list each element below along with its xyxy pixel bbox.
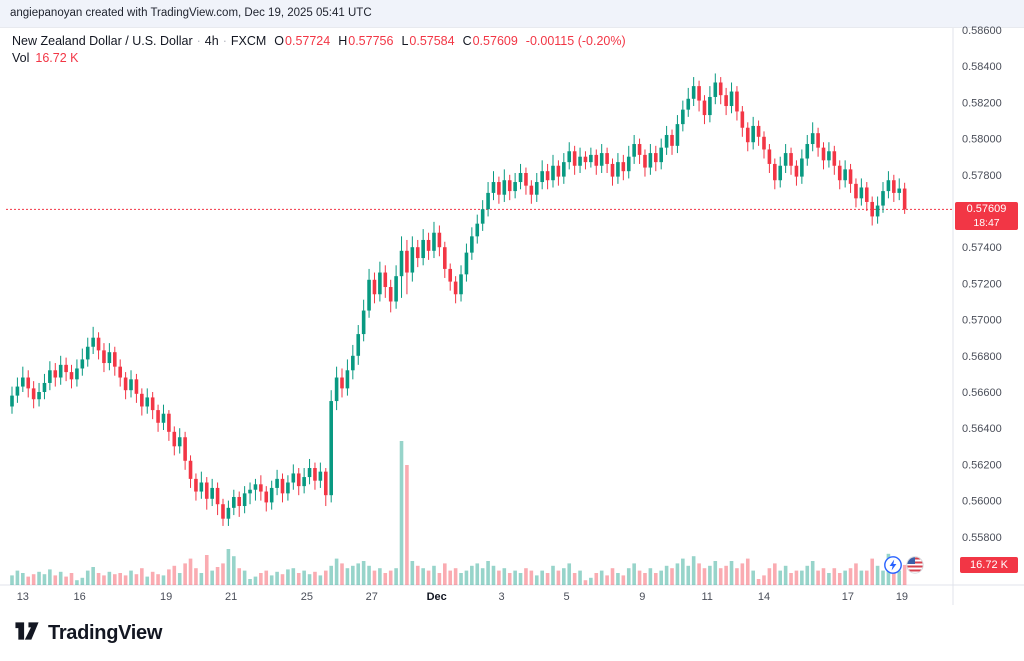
svg-text:0.58200: 0.58200 (962, 97, 1002, 109)
svg-text:3: 3 (499, 591, 505, 603)
svg-text:Dec: Dec (427, 591, 447, 603)
volume-value: 16.72 K (35, 51, 79, 65)
last-volume-badge: 16.72 K (960, 557, 1018, 573)
tradingview-logo[interactable]: TradingView (14, 620, 162, 647)
close-value: 0.57609 (472, 34, 518, 48)
us-flag-icon[interactable] (906, 556, 924, 579)
svg-text:21: 21 (225, 591, 237, 603)
tradingview-wordmark: TradingView (48, 622, 163, 644)
last-price-badge: 0.57609 18:47 (955, 202, 1018, 230)
legend-volume-row: Vol 16.72 K (12, 50, 626, 67)
svg-text:0.57200: 0.57200 (962, 278, 1002, 290)
open-label: O (274, 34, 285, 48)
svg-text:0.56600: 0.56600 (962, 387, 1002, 399)
exchange-label: FXCM (230, 34, 267, 48)
volume-label[interactable]: Vol (12, 51, 30, 65)
low-value: 0.57584 (409, 34, 455, 48)
attribution-bar: angiepanoyan created with TradingView.co… (0, 0, 1024, 28)
svg-text:0.57800: 0.57800 (962, 170, 1002, 182)
tradingview-mark-icon (14, 620, 40, 647)
interval-label[interactable]: 4h (204, 34, 219, 48)
close-label: C (462, 34, 472, 48)
svg-text:5: 5 (563, 591, 569, 603)
svg-text:0.55800: 0.55800 (962, 532, 1002, 544)
svg-text:25: 25 (301, 591, 313, 603)
svg-text:0.57000: 0.57000 (962, 315, 1002, 327)
high-value: 0.57756 (348, 34, 394, 48)
svg-text:17: 17 (842, 591, 854, 603)
low-label: L (401, 34, 409, 48)
svg-text:0.56200: 0.56200 (962, 459, 1002, 471)
svg-text:11: 11 (701, 591, 712, 603)
change-value: -0.00115 (-0.20%) (525, 34, 626, 48)
svg-text:19: 19 (160, 591, 172, 603)
open-value: 0.57724 (285, 34, 331, 48)
svg-text:0.56000: 0.56000 (962, 496, 1002, 508)
legend-ohlc-row: New Zealand Dollar / U.S. Dollar · 4h · FXCM… (12, 33, 626, 50)
svg-text:27: 27 (366, 591, 378, 603)
data-status-icons (884, 556, 924, 579)
legend-separator: · (222, 34, 227, 48)
svg-text:13: 13 (17, 591, 29, 603)
attribution-text: angiepanoyan created with TradingView.co… (10, 7, 372, 19)
last-price-value: 0.57609 (966, 203, 1007, 215)
realtime-lightning-icon[interactable] (884, 556, 902, 579)
svg-text:0.57400: 0.57400 (962, 242, 1002, 254)
svg-text:9: 9 (639, 591, 645, 603)
high-label: H (338, 34, 348, 48)
svg-text:0.58000: 0.58000 (962, 134, 1002, 146)
bar-countdown: 18:47 (973, 217, 1000, 229)
svg-text:0.56400: 0.56400 (962, 423, 1002, 435)
svg-text:16: 16 (74, 591, 86, 603)
svg-text:0.58600: 0.58600 (962, 25, 1002, 37)
svg-text:14: 14 (758, 591, 770, 603)
svg-text:0.58400: 0.58400 (962, 61, 1002, 73)
svg-text:19: 19 (896, 591, 908, 603)
chart-legend: New Zealand Dollar / U.S. Dollar · 4h · FXCM… (12, 33, 626, 67)
symbol-title[interactable]: New Zealand Dollar / U.S. Dollar (12, 34, 193, 48)
legend-separator: · (196, 34, 201, 48)
svg-text:0.56800: 0.56800 (962, 351, 1002, 363)
